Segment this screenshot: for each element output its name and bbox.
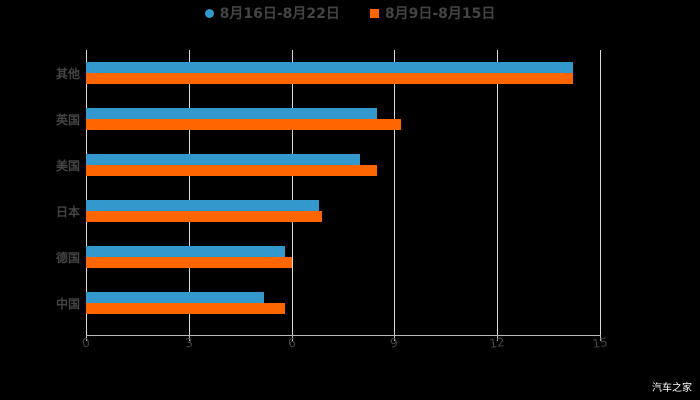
- bar-series-1[interactable]: [86, 154, 360, 165]
- legend-label: 8月9日-8月15日: [384, 6, 496, 22]
- axis-tick: [497, 335, 498, 341]
- bar-series-2[interactable]: [86, 119, 401, 130]
- y-category-label: 其他: [55, 67, 80, 81]
- x-tick-label: 12: [488, 335, 506, 351]
- axis-tick: [189, 335, 190, 341]
- gridline: [394, 50, 395, 335]
- bar-series-2[interactable]: [86, 73, 573, 84]
- square-marker-icon: [369, 8, 379, 18]
- y-category-label: 英国: [55, 113, 80, 127]
- y-category-label: 美国: [55, 159, 80, 173]
- bar-series-2[interactable]: [86, 165, 377, 176]
- y-category-label: 日本: [55, 205, 80, 219]
- bar-series-1[interactable]: [86, 200, 319, 211]
- x-tick-label: 6: [287, 335, 297, 351]
- axis-tick: [394, 335, 395, 341]
- legend-item-series-1[interactable]: 8月16日-8月22日: [204, 3, 340, 23]
- chart-legend: 8月16日-8月22日 8月9日-8月15日: [0, 3, 700, 23]
- bar-series-2[interactable]: [86, 211, 322, 222]
- gridline: [600, 50, 601, 335]
- axis-tick: [600, 335, 601, 341]
- axis-tick: [292, 335, 293, 341]
- legend-item-series-2[interactable]: 8月9日-8月15日: [369, 3, 496, 23]
- bar-series-1[interactable]: [86, 62, 573, 73]
- axis-tick: [86, 335, 87, 341]
- x-tick-label: 3: [184, 335, 194, 351]
- x-tick-label: 9: [389, 335, 399, 351]
- circle-marker-icon: [204, 8, 214, 18]
- y-category-label: 德国: [55, 251, 80, 265]
- bar-series-1[interactable]: [86, 292, 264, 303]
- bar-series-2[interactable]: [86, 257, 292, 268]
- x-axis-line: [86, 335, 600, 336]
- x-tick-label: 15: [591, 335, 609, 351]
- bar-series-1[interactable]: [86, 246, 285, 257]
- x-tick-label: 0: [81, 335, 91, 351]
- watermark: 汽车之家: [652, 383, 692, 394]
- bar-series-1[interactable]: [86, 108, 377, 119]
- gridline: [189, 50, 190, 335]
- gridline: [497, 50, 498, 335]
- bar-series-2[interactable]: [86, 303, 285, 314]
- gridline: [292, 50, 293, 335]
- gridline: [86, 50, 87, 335]
- y-category-label: 中国: [55, 297, 80, 311]
- legend-label: 8月16日-8月22日: [219, 6, 340, 22]
